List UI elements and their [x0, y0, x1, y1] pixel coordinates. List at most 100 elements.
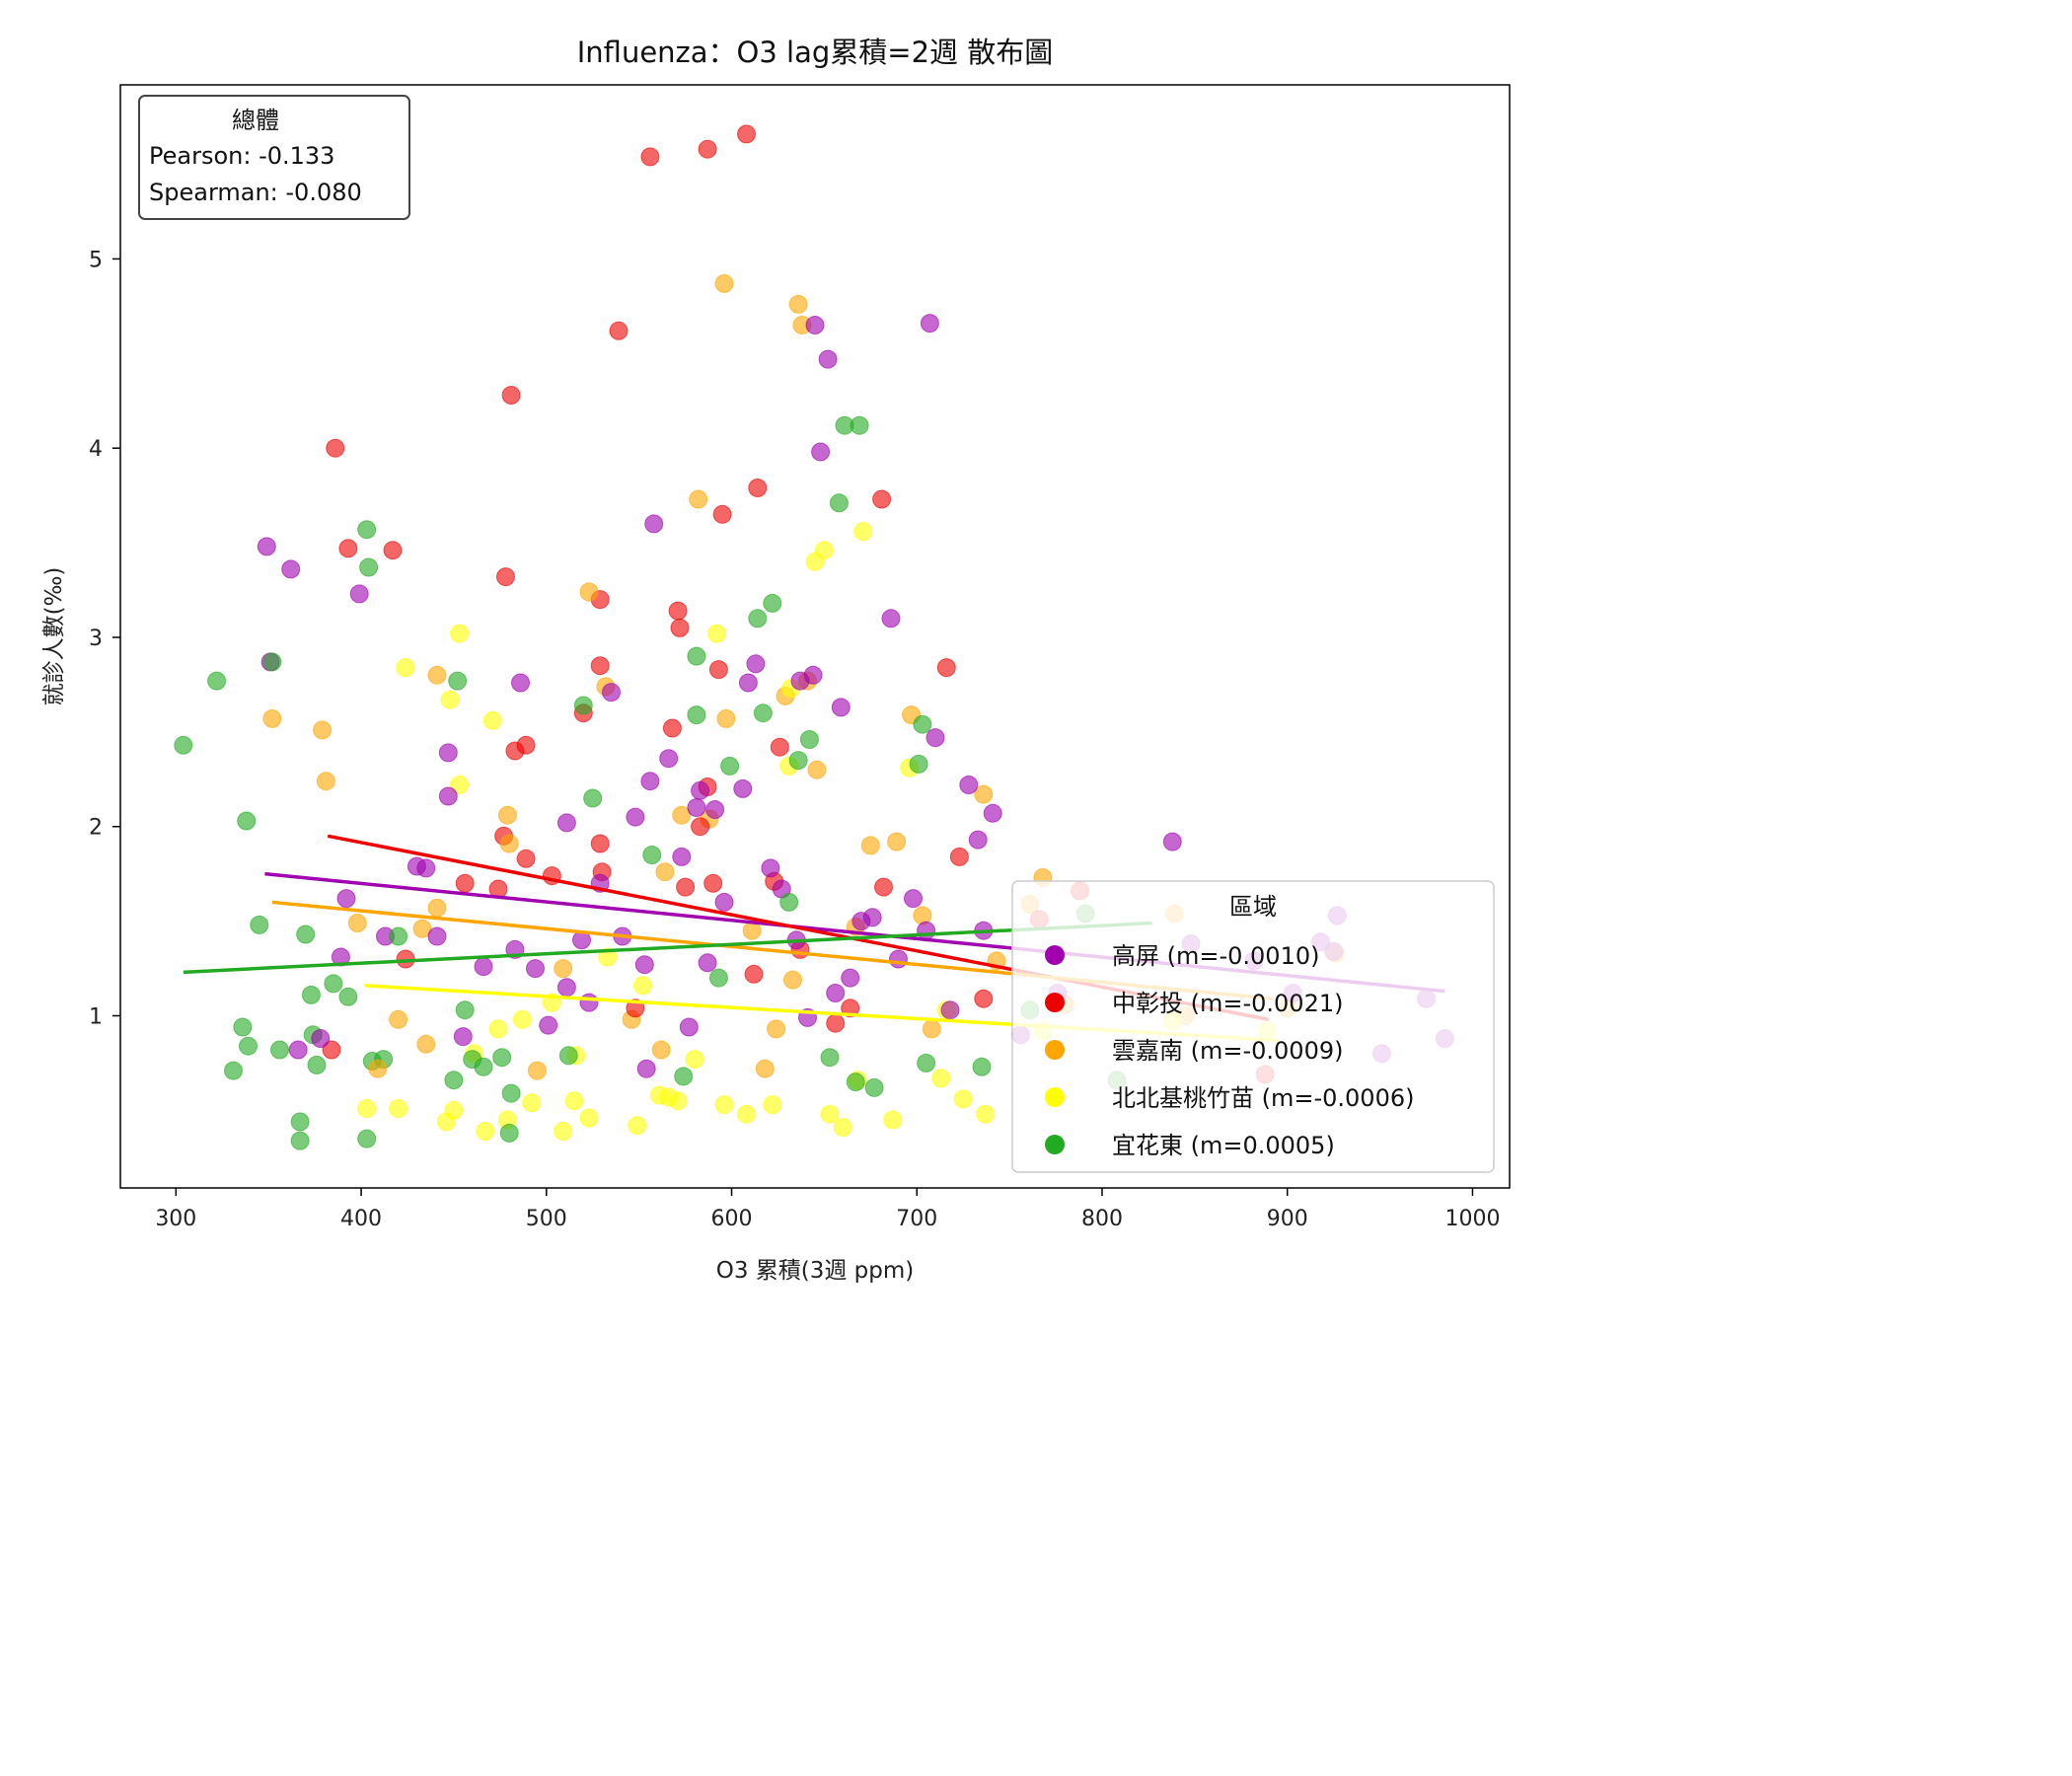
data-point-series-0 — [862, 908, 882, 927]
data-point-series-3 — [814, 541, 834, 560]
data-point-series-4 — [788, 751, 808, 771]
spearman-value: Spearman: -0.080 — [149, 179, 362, 206]
data-point-series-1 — [841, 999, 860, 1018]
data-point-series-1 — [326, 438, 345, 458]
data-point-series-4 — [174, 735, 193, 755]
data-point-series-0 — [438, 743, 458, 763]
data-point-series-1 — [496, 567, 515, 587]
data-point-series-3 — [953, 1089, 973, 1109]
data-point-series-1 — [744, 964, 764, 984]
data-point-series-4 — [455, 1000, 475, 1020]
data-point-series-3 — [564, 1091, 584, 1111]
data-point-series-0 — [281, 559, 301, 579]
data-point-series-3 — [579, 1108, 599, 1128]
data-point-series-0 — [705, 800, 725, 819]
data-point-series-4 — [359, 557, 379, 577]
data-point-series-0 — [761, 858, 780, 878]
data-point-series-3 — [668, 1091, 688, 1111]
data-point-series-0 — [826, 984, 846, 1002]
data-point-series-2 — [672, 805, 692, 825]
data-point-series-0 — [453, 1027, 473, 1047]
x-tick-label: 700 — [896, 1207, 937, 1231]
data-point-series-0 — [925, 728, 945, 748]
y-tick-label: 5 — [89, 248, 103, 272]
data-point-series-1 — [974, 989, 994, 1008]
data-point-series-2 — [412, 919, 432, 938]
data-point-series-3 — [737, 1104, 756, 1124]
data-point-series-2 — [499, 834, 519, 853]
data-point-series-2 — [316, 772, 335, 791]
data-point-series-4 — [307, 1055, 327, 1074]
data-point-series-4 — [389, 926, 408, 946]
data-point-series-3 — [512, 1009, 532, 1029]
scatter-chart: Influenza：O3 lag累積=2週 散布圖 300 400 500 600 70… — [41, 36, 1511, 1284]
data-point-series-0 — [698, 953, 717, 973]
data-point-series-4 — [448, 671, 468, 691]
data-point-series-4 — [829, 493, 849, 513]
data-point-series-4 — [708, 968, 728, 988]
data-point-series-3 — [488, 1019, 508, 1039]
data-point-series-4 — [820, 1048, 840, 1068]
data-point-series-4 — [250, 915, 269, 934]
data-point-series-3 — [440, 690, 460, 709]
data-point-series-2 — [783, 970, 802, 990]
data-point-series-0 — [803, 665, 823, 685]
data-point-series-4 — [972, 1057, 992, 1076]
data-point-series-1 — [874, 877, 893, 897]
data-point-series-0 — [831, 698, 851, 717]
data-point-series-1 — [662, 718, 682, 738]
data-point-series-0 — [539, 1015, 558, 1035]
data-point-series-3 — [833, 1118, 852, 1138]
data-point-series-3 — [482, 710, 502, 730]
data-point-series-4 — [779, 892, 799, 912]
data-point-series-0 — [841, 968, 860, 988]
y-axis-label: 就診人數(‰) — [41, 567, 67, 706]
data-point-series-3 — [707, 624, 726, 643]
legend-marker — [1045, 945, 1065, 965]
data-point-series-0 — [733, 778, 753, 798]
x-tick-label: 400 — [340, 1207, 382, 1231]
data-point-series-2 — [389, 1009, 408, 1029]
data-point-series-4 — [224, 1061, 243, 1080]
data-point-series-0 — [288, 1040, 308, 1060]
data-point-series-0 — [904, 889, 923, 909]
y-axis: 1 2 3 4 5 — [89, 248, 120, 1029]
data-point-series-2 — [527, 1061, 547, 1080]
data-point-series-0 — [687, 798, 706, 817]
legend-marker — [1045, 1135, 1065, 1154]
data-point-series-2 — [974, 784, 994, 804]
data-point-series-3 — [357, 1099, 377, 1118]
data-point-series-1 — [770, 737, 789, 757]
x-tick-label: 600 — [711, 1207, 753, 1231]
data-point-series-0 — [746, 654, 766, 674]
stats-box-frame — [138, 95, 410, 220]
data-point-series-4 — [301, 985, 321, 1004]
data-point-series-1 — [708, 660, 728, 680]
data-point-series-1 — [590, 834, 610, 853]
data-point-series-4 — [237, 811, 257, 831]
data-point-series-0 — [644, 514, 664, 534]
data-point-series-3 — [396, 658, 415, 678]
pearson-value: Pearson: -0.133 — [149, 142, 334, 170]
data-point-series-1 — [609, 321, 629, 340]
data-point-series-4 — [501, 1083, 521, 1103]
data-point-series-1 — [826, 1013, 846, 1033]
legend-label: 雲嘉南 (m=-0.0009) — [1112, 1037, 1343, 1065]
data-point-series-2 — [651, 1040, 671, 1060]
data-point-series-3 — [820, 1104, 840, 1124]
data-points — [174, 124, 1454, 1150]
x-axis-label: O3 累積(3週 ppm) — [716, 1258, 915, 1284]
data-point-series-2 — [716, 708, 736, 728]
data-point-series-0 — [311, 1029, 331, 1048]
data-point-series-0 — [714, 892, 734, 912]
data-point-series-3 — [476, 1122, 495, 1141]
data-point-series-0 — [474, 957, 493, 977]
data-point-series-4 — [687, 705, 706, 725]
data-point-series-4 — [357, 1129, 377, 1148]
data-point-series-4 — [239, 1036, 258, 1056]
stats-box: 總體 Pearson: -0.133 Spearman: -0.080 — [138, 95, 410, 220]
data-point-series-0 — [983, 803, 1002, 823]
data-point-series-0 — [556, 978, 576, 998]
data-point-series-1 — [872, 489, 892, 509]
data-point-series-4 — [720, 756, 740, 776]
